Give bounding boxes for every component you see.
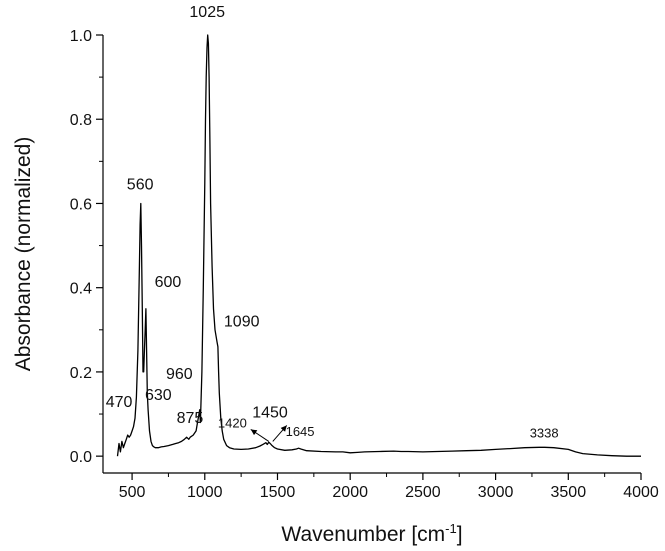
peak-label-3338: 3338 [530,425,559,440]
y-axis-title: Absorbance (normalized) [12,137,35,372]
annotation-arrows [250,425,288,442]
peak-label-600: 600 [155,274,182,291]
x-tick-label: 4000 [623,484,659,501]
peak-label-1450: 1450 [252,405,288,422]
spectrum-line [116,34,641,457]
y-tick-label: 0.8 [70,112,92,129]
peak-label-1090: 1090 [224,314,260,331]
arrow-1420 [250,428,270,442]
peak-label-960: 960 [166,366,193,383]
x-tick-label: 2000 [332,484,368,501]
peak-labels: 470 560 600 630 875 960 1025 1090 1420 1450 1645 33… [106,4,559,440]
peak-label-1645: 1645 [286,424,315,439]
x-axis-ticks: 500 1000 1500 2000 2500 3000 3500 4000 [119,473,659,501]
peak-label-470: 470 [106,394,133,411]
y-tick-label: 0.0 [70,449,92,466]
y-tick-label: 0.4 [70,281,92,298]
x-tick-label: 1000 [187,484,223,501]
y-tick-label: 1.0 [70,28,92,45]
y-axis-ticks: 0.0 0.2 0.4 0.6 0.8 1.0 [70,28,103,466]
y-tick-label: 0.2 [70,365,92,382]
arrow-1450 [272,425,288,442]
x-axis-title: Wavenumber [cm-1] [281,521,462,546]
axes [102,35,641,474]
x-tick-label: 1500 [260,484,296,501]
x-tick-label: 500 [119,484,146,501]
x-tick-label: 3500 [551,484,587,501]
y-tick-label: 0.6 [70,196,92,213]
peak-label-560: 560 [127,177,154,194]
x-tick-label: 3000 [478,484,514,501]
peak-label-630: 630 [145,387,172,404]
peak-label-1420: 1420 [218,416,247,431]
peak-label-1025: 1025 [189,4,225,21]
x-tick-label: 2500 [405,484,441,501]
peak-label-875: 875 [177,410,204,427]
